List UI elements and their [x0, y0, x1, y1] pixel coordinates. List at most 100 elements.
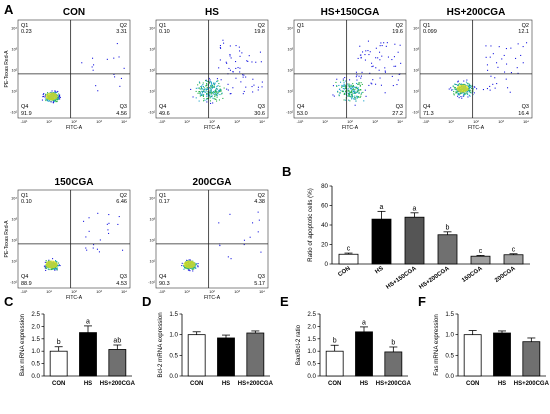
flow-event-dot — [397, 79, 399, 81]
y-tick-label: 0.0 — [307, 373, 316, 380]
flow-scatter-dots — [43, 212, 124, 271]
flow-event-dot — [385, 45, 387, 47]
flow-event-dot — [212, 92, 214, 94]
flow-event-dot — [457, 85, 459, 87]
flow-event-dot — [43, 95, 45, 97]
flow-event-dot — [353, 90, 355, 92]
flow-event-dot — [59, 94, 61, 96]
bar-chart-e: 0.0 0.5 1.0 1.5 2.0 2.5 Bax/Bcl-2 ratio b CON a HS… — [295, 311, 412, 387]
flow-event-dot — [198, 91, 200, 93]
flow-event-dot — [371, 83, 373, 85]
flow-event-dot — [394, 43, 396, 45]
flow-x-tick: 10³ — [498, 120, 504, 124]
flow-event-dot — [55, 100, 57, 102]
flow-event-dot — [199, 82, 201, 84]
flow-event-dot — [469, 85, 471, 87]
flow-event-dot — [193, 267, 195, 269]
flow-event-dot — [55, 101, 57, 103]
flow-event-dot — [381, 45, 383, 47]
flow-event-dot — [216, 91, 218, 93]
flow-event-dot — [361, 71, 363, 73]
flow-x-tick: 10¹ — [448, 120, 454, 124]
flow-event-dot — [357, 87, 359, 89]
flow-event-dot — [192, 267, 194, 269]
flow-event-dot — [189, 259, 191, 261]
x-tick-label: HS — [374, 266, 384, 276]
flow-x-tick: 10² — [473, 120, 479, 124]
flow-event-dot — [213, 86, 215, 88]
flow-event-dot — [216, 95, 218, 97]
flow-event-dot — [358, 92, 360, 94]
flow-q4-label: Q4 — [159, 104, 166, 110]
flow-event-dot — [339, 92, 341, 94]
flow-event-dot — [201, 88, 203, 90]
flow-event-dot — [466, 79, 468, 81]
flow-event-dot — [195, 267, 197, 269]
flow-event-dot — [465, 81, 467, 83]
y-axis-label: Ratio of apoptotic cells (%) — [307, 188, 314, 262]
flow-event-dot — [353, 92, 355, 94]
flow-event-dot — [348, 89, 350, 91]
flow-event-dot — [210, 96, 212, 98]
flow-event-dot — [463, 94, 465, 96]
bar-chart-d: 0.0 0.5 1.0 1.5 Bcl-2 mRNA expression CON HS HS… — [157, 311, 274, 387]
flow-event-dot — [467, 96, 469, 98]
flow-event-dot — [56, 267, 58, 269]
flow-event-dot — [209, 81, 211, 83]
flow-q3-label: Q3 — [522, 104, 529, 110]
flow-event-dot — [207, 97, 209, 99]
flow-event-dot — [209, 87, 211, 89]
flow-event-dot — [363, 100, 365, 102]
flow-event-dot — [219, 45, 221, 47]
flow-x-tick: 10¹ — [184, 290, 190, 294]
flow-event-dot — [199, 91, 201, 93]
flow-event-dot — [457, 84, 459, 86]
flow-scatter-dots — [332, 40, 402, 106]
flow-event-dot — [349, 79, 351, 81]
flow-event-dot — [365, 50, 367, 52]
flow-event-dot — [354, 92, 356, 94]
significance-letter: b — [333, 338, 337, 345]
flow-event-dot — [43, 265, 45, 267]
flow-event-dot — [44, 265, 46, 267]
flow-event-dot — [506, 63, 508, 65]
flow-event-dot — [469, 95, 471, 97]
flow-event-dot — [252, 91, 254, 93]
flow-event-dot — [218, 90, 220, 92]
flow-event-dot — [362, 51, 364, 53]
flow-event-dot — [515, 57, 517, 59]
flow-event-dot — [210, 83, 212, 85]
flow-event-dot — [356, 90, 358, 92]
flow-y-tick: 10² — [414, 69, 420, 73]
x-tick-label: CON — [190, 381, 203, 387]
flow-plot-title: HS+150CGA — [321, 7, 380, 18]
flow-event-dot — [206, 80, 208, 82]
panel-label-d: D — [142, 294, 151, 309]
flow-event-dot — [257, 231, 259, 233]
flow-event-dot — [215, 87, 217, 89]
flow-event-dot — [469, 87, 471, 89]
y-tick-label: 1.0 — [31, 348, 40, 355]
flow-event-dot — [251, 86, 253, 88]
flow-event-dot — [229, 54, 231, 56]
flow-event-dot — [398, 73, 400, 75]
y-tick-label: 1.5 — [307, 336, 316, 343]
flow-event-dot — [204, 99, 206, 101]
flow-event-dot — [470, 86, 472, 88]
flow-event-dot — [453, 94, 455, 96]
flow-event-dot — [92, 69, 94, 71]
flow-event-dot — [354, 104, 356, 106]
flow-event-dot — [520, 54, 522, 56]
flow-event-dot — [201, 90, 203, 92]
bar — [493, 332, 511, 377]
flow-event-dot — [348, 86, 350, 88]
flow-y-tick: 10³ — [12, 218, 18, 222]
flow-event-dot — [208, 82, 210, 84]
flow-event-dot — [395, 65, 397, 67]
flow-event-dot — [359, 96, 361, 98]
flow-q4-value: 91.9 — [21, 111, 32, 117]
flow-event-dot — [342, 90, 344, 92]
flow-event-dot — [58, 93, 60, 95]
flow-event-dot — [118, 56, 120, 58]
flow-event-dot — [46, 98, 48, 100]
